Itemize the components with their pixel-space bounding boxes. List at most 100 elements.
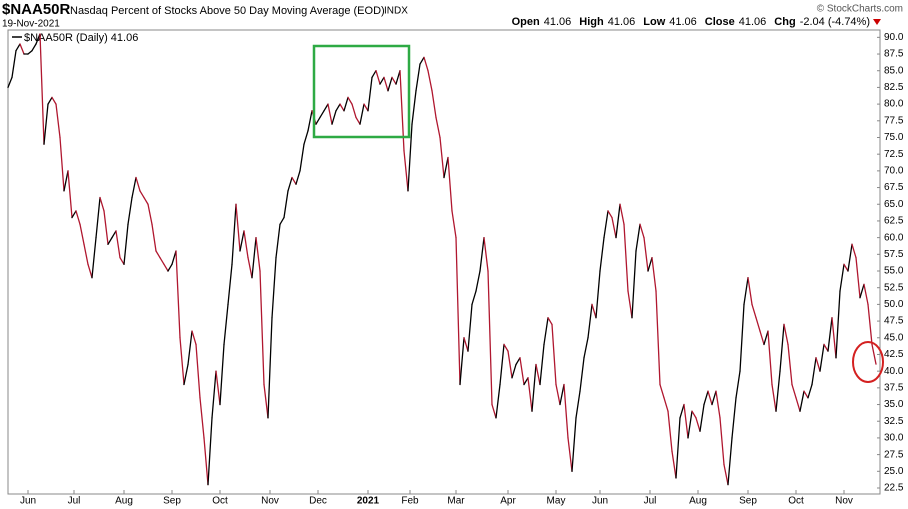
x-tick-label: Jul xyxy=(644,496,657,507)
line-segment xyxy=(787,343,793,386)
line-segment xyxy=(103,210,109,245)
line-segment xyxy=(467,303,473,352)
line-segment xyxy=(335,103,341,112)
chart-title: $NAA50R xyxy=(2,1,71,18)
highlight-circle xyxy=(852,341,884,383)
line-segment xyxy=(847,243,853,272)
line-segment xyxy=(195,343,201,399)
line-segment xyxy=(815,357,821,372)
line-segment xyxy=(171,250,177,265)
line-segment xyxy=(139,190,145,199)
line-segment xyxy=(419,56,425,65)
line-segment xyxy=(331,110,337,125)
y-tick-label: 42.5 xyxy=(884,349,904,360)
line-segment xyxy=(659,383,665,399)
line-segment xyxy=(543,317,549,346)
y-tick-label: 50.0 xyxy=(884,299,904,310)
line-segment xyxy=(83,243,89,265)
highlight-box xyxy=(312,44,411,139)
line-segment xyxy=(151,223,157,252)
line-segment xyxy=(691,410,697,419)
date: 19-Nov-2021 xyxy=(2,19,60,30)
line-segment xyxy=(359,103,365,125)
line-segment xyxy=(855,257,861,299)
line-segment xyxy=(303,130,309,145)
line-segment xyxy=(539,343,545,386)
line-segment xyxy=(71,210,77,219)
plot xyxy=(7,33,877,486)
line-segment xyxy=(383,76,389,92)
line-segment xyxy=(587,303,593,339)
line-segment xyxy=(663,397,669,412)
x-tick-label: Feb xyxy=(401,496,419,507)
line-segment xyxy=(599,236,605,272)
line-segment xyxy=(763,330,769,346)
line-segment xyxy=(671,450,677,479)
line-segment xyxy=(307,110,313,132)
line-segment xyxy=(391,76,397,85)
line-segment xyxy=(651,257,657,292)
line-segment xyxy=(607,210,613,219)
line-segment xyxy=(155,250,161,259)
quote-text: Open 41.06 High 41.06 Low 41.06 Close 41.06 Chg -… xyxy=(512,16,870,28)
line-segment xyxy=(43,103,49,145)
line-segment xyxy=(715,390,721,419)
line-segment xyxy=(807,383,813,399)
line-segment xyxy=(535,363,541,386)
y-tick-label: 30.0 xyxy=(884,433,904,444)
line-segment xyxy=(523,377,529,386)
line-segment xyxy=(371,70,377,79)
line-segment xyxy=(435,116,441,139)
line-segment xyxy=(323,103,329,112)
line-segment xyxy=(679,403,685,419)
line-segment xyxy=(231,203,237,265)
line-segment xyxy=(179,337,185,386)
y-tick-label: 72.5 xyxy=(884,149,904,160)
line-segment xyxy=(163,263,169,272)
line-segment xyxy=(267,317,273,419)
x-tick-label: Jun xyxy=(20,496,36,507)
line-segment xyxy=(683,403,689,439)
line-segment xyxy=(863,283,869,306)
line-segment xyxy=(719,417,725,466)
line-segment xyxy=(87,263,93,279)
line-segment xyxy=(263,383,269,419)
x-tick-label: Aug xyxy=(689,496,707,507)
line-segment xyxy=(819,343,825,372)
quote-label: Close xyxy=(705,16,735,28)
line-segment xyxy=(631,250,637,319)
line-segment xyxy=(531,363,537,412)
line-segment xyxy=(35,33,41,45)
line-segment xyxy=(159,257,165,265)
y-tick-label: 75.0 xyxy=(884,132,904,143)
y-tick-label: 70.0 xyxy=(884,166,904,177)
line-segment xyxy=(555,383,561,406)
line-segment xyxy=(867,303,873,346)
line-segment xyxy=(495,383,501,419)
line-segment xyxy=(627,290,633,319)
line-segment xyxy=(15,43,21,52)
line-segment xyxy=(455,236,461,386)
line-segment xyxy=(411,90,417,125)
quote-label: High xyxy=(579,16,604,28)
x-tick-label: Apr xyxy=(500,496,516,507)
y-tick-label: 47.5 xyxy=(884,316,904,327)
line-segment xyxy=(227,263,233,306)
line-segment xyxy=(299,143,305,172)
line-segment xyxy=(315,116,321,125)
line-segment xyxy=(851,243,857,259)
line-segment xyxy=(519,357,525,386)
line-segment xyxy=(783,323,789,346)
line-segment xyxy=(791,383,797,399)
y-tick-label: 82.5 xyxy=(884,82,904,93)
line-segment xyxy=(451,210,457,239)
plot-frame xyxy=(7,29,881,495)
line-segment xyxy=(575,390,581,419)
line-segment xyxy=(295,170,301,185)
line-segment xyxy=(571,417,577,472)
line-segment xyxy=(695,417,701,432)
quote-value: 41.06 xyxy=(608,16,636,28)
line-segment xyxy=(187,330,193,366)
line-segment xyxy=(615,203,621,239)
